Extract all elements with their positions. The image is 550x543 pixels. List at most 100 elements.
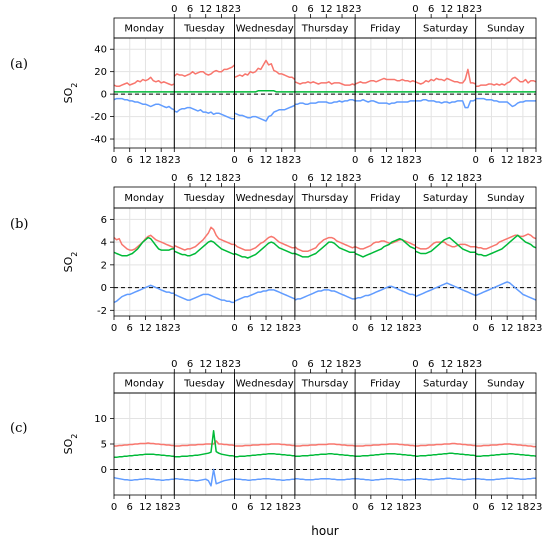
x-tick-label: 0	[111, 323, 117, 334]
x-tick-label: 23	[409, 323, 422, 334]
x-tick-label-top: 18	[215, 4, 228, 15]
panel-frame	[415, 207, 477, 317]
x-tick-label: 23	[409, 502, 422, 513]
x-tick-label-top: 12	[441, 4, 454, 15]
x-tick-label-top: 23	[349, 4, 362, 15]
x-tick-label-top: 6	[187, 4, 193, 15]
x-tick-label: 0	[352, 323, 358, 334]
series-line-1-tuesday	[174, 240, 235, 257]
x-tick-label-top: 0	[412, 359, 418, 370]
series-line-2-sunday	[475, 281, 537, 301]
x-tick-label: 12	[260, 323, 273, 334]
series-line-1-wednesday	[234, 241, 295, 259]
series-line-0-friday	[354, 77, 416, 85]
x-tick-label-top: 18	[336, 359, 349, 370]
strip-label: Saturday	[423, 24, 468, 35]
panel-label: (a)	[10, 57, 28, 72]
x-tick-label: 18	[275, 155, 288, 166]
series-line-0-wednesday	[234, 59, 296, 81]
strip-label: Thursday	[301, 193, 349, 204]
strip-label: Monday	[124, 193, 164, 204]
x-tick-label: 18	[517, 323, 530, 334]
series-line-2-wednesday	[234, 289, 296, 302]
panel-frame	[354, 37, 416, 149]
x-tick-label: 0	[473, 323, 479, 334]
x-tick-label-top: 18	[456, 173, 469, 184]
panel-label: (c)	[10, 421, 27, 436]
series-line-2-friday	[355, 477, 416, 481]
strip-label: Saturday	[423, 379, 468, 390]
panel-2: (c) Monday Tuesday Wednesday Thursday Friday S…	[10, 359, 542, 538]
x-tick-label-top: 23	[469, 359, 482, 370]
x-tick-label-top: 18	[215, 359, 228, 370]
y-tick-label: 0	[101, 465, 107, 476]
y-tick-label: 40	[94, 45, 107, 56]
x-tick-label-top: 6	[307, 4, 313, 15]
x-tick-label-top: 0	[292, 4, 298, 15]
series-line-1-thursday	[294, 452, 356, 457]
x-tick-label: 18	[517, 502, 530, 513]
x-tick-label-top: 18	[456, 359, 469, 370]
x-tick-label-top: 12	[199, 359, 212, 370]
series-line-1-wednesday	[234, 90, 295, 93]
x-tick-label: 6	[368, 323, 374, 334]
x-tick-label: 6	[127, 155, 133, 166]
series-line-0-tuesday	[173, 226, 235, 251]
x-tick-label-top: 6	[307, 359, 313, 370]
strip-label: Sunday	[487, 193, 524, 204]
x-tick-label-top: 23	[469, 4, 482, 15]
series-line-0-tuesday	[173, 64, 236, 77]
x-tick-label: 18	[396, 323, 409, 334]
x-tick-label-top: 0	[171, 173, 177, 184]
panel-1: (b) Monday Tuesday Wednesday Thursday Friday S…	[10, 173, 542, 334]
x-tick-label: 0	[111, 155, 117, 166]
panel-frame	[113, 37, 175, 149]
x-tick-label: 18	[396, 502, 409, 513]
panel-frame	[294, 207, 356, 317]
x-tick-label: 12	[139, 323, 152, 334]
y-tick-label: 4	[101, 238, 107, 249]
series-line-0-sunday	[475, 76, 537, 88]
series-line-1-thursday	[294, 241, 356, 258]
x-tick-label: 12	[380, 502, 393, 513]
y-tick-label: 0	[101, 283, 107, 294]
x-tick-label: 0	[231, 323, 237, 334]
x-tick-label: 6	[247, 323, 253, 334]
x-tick-label: 6	[127, 502, 133, 513]
x-tick-label: 23	[530, 155, 543, 166]
series-line-0-sunday	[475, 443, 536, 448]
x-tick-label: 18	[155, 502, 168, 513]
y-tick-label: 2	[101, 260, 107, 271]
series-line-0-monday	[113, 234, 175, 251]
x-tick-label: 6	[488, 155, 494, 166]
x-tick-label-top: 12	[199, 173, 212, 184]
x-tick-label-top: 18	[215, 173, 228, 184]
x-tick-label: 12	[501, 323, 514, 334]
x-axis-label: hour	[311, 524, 339, 538]
series-line-1-saturday	[415, 452, 476, 457]
x-tick-label-top: 12	[441, 173, 454, 184]
series-line-1-friday	[354, 237, 416, 258]
panel-frame	[113, 207, 175, 317]
strip-label: Monday	[124, 379, 164, 390]
x-tick-label-top: 0	[171, 4, 177, 15]
y-tick-label: -40	[91, 135, 107, 146]
panel-frame	[354, 207, 416, 317]
x-tick-label-top: 0	[292, 173, 298, 184]
panel-0: (a) Monday Tuesday Wednesday Thursday Friday S…	[10, 4, 542, 166]
series-line-1-sunday	[475, 234, 537, 257]
x-tick-label: 12	[501, 502, 514, 513]
x-tick-label: 0	[231, 502, 237, 513]
x-tick-label: 0	[352, 502, 358, 513]
x-tick-label: 0	[111, 502, 117, 513]
strip-label: Thursday	[301, 379, 349, 390]
series-line-2-friday	[355, 98, 416, 105]
y-axis-label: SO2	[62, 434, 79, 455]
x-tick-label-top: 0	[412, 173, 418, 184]
x-tick-label-top: 23	[228, 173, 241, 184]
x-tick-label-top: 23	[349, 173, 362, 184]
series-line-2-sunday	[475, 477, 536, 481]
x-tick-label-top: 6	[187, 173, 193, 184]
x-tick-label-top: 12	[441, 359, 454, 370]
panel-frame	[294, 37, 356, 149]
